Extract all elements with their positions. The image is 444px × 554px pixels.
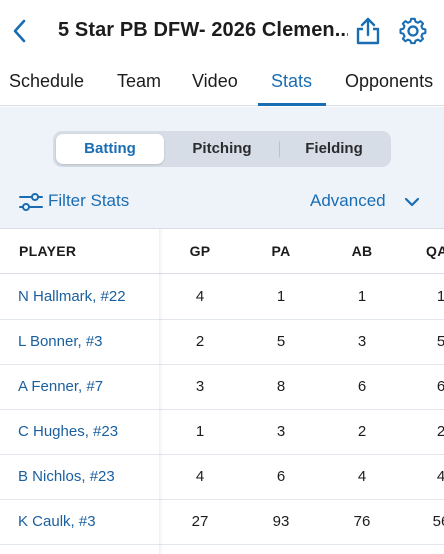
stat-pa: 3 [276,423,286,440]
stat-qa: 4 [436,468,444,485]
stats-filter-panel: Batting Pitching Fielding Filter Stats A… [0,107,444,229]
column-header-gp[interactable]: GP [189,243,211,259]
stat-ab: 3 [357,333,367,350]
table-row[interactable]: A Fenner, #7 3 8 6 6 [0,365,444,410]
table-row[interactable]: L Bonner, #3 2 5 3 5 [0,320,444,365]
player-name-link[interactable]: K Caulk, #3 [18,513,96,530]
stat-gp: 1 [195,423,205,440]
column-header-qa[interactable]: QA [426,243,444,259]
stat-gp: 4 [195,288,205,305]
advanced-dropdown[interactable]: Advanced [310,191,386,210]
stat-gp: 27 [191,513,209,530]
stat-pa: 1 [276,288,286,305]
table-row[interactable]: B Nichlos, #23 4 6 4 4 [0,455,444,500]
stat-qa: 2 [436,423,444,440]
stat-pa: 6 [276,468,286,485]
gear-icon [399,17,427,45]
tab-schedule[interactable]: Schedule [9,71,85,91]
table-row[interactable]: N Hallmark, #22 4 1 1 1 [0,275,444,320]
active-tab-indicator [258,103,326,106]
stat-gp: 2 [195,333,205,350]
table-row[interactable]: C Hughes, #23 1 3 2 2 [0,410,444,455]
stat-qa: 56 [432,513,444,530]
stat-ab: 2 [357,423,367,440]
sliders-icon[interactable] [18,191,44,213]
segment-pitching[interactable]: Pitching [192,140,252,157]
stat-gp: 3 [195,378,205,395]
stat-qa: 1 [436,288,444,305]
settings-button[interactable] [398,16,428,46]
stat-qa: 6 [436,378,444,395]
stat-pa: 5 [276,333,286,350]
stat-gp: 4 [195,468,205,485]
page-title: 5 Star PB DFW- 2026 Clemen... [58,19,348,41]
chevron-left-icon [13,19,26,43]
stat-ab: 1 [357,288,367,305]
filter-row: Filter Stats Advanced [0,187,444,217]
player-name-link[interactable]: C Hughes, #23 [18,423,119,440]
player-name-link[interactable]: A Fenner, #7 [18,378,104,395]
player-name-link[interactable]: B Nichlos, #23 [18,468,115,485]
stat-qa: 5 [436,333,444,350]
column-header-pa[interactable]: PA [271,243,291,259]
sticky-column-shadow [159,229,163,554]
segment-batting[interactable]: Batting [56,134,164,164]
stat-ab: 76 [353,513,371,530]
table-header: PLAYER GP PA AB QA [0,229,444,274]
stat-type-segmented-control: Batting Pitching Fielding [53,131,391,167]
tab-team[interactable]: Team [117,71,162,91]
stat-ab: 6 [357,378,367,395]
chevron-down-icon[interactable] [403,193,421,211]
main-tabs: Schedule Team Video Stats Opponents [0,62,444,106]
stat-pa: 93 [272,513,290,530]
share-icon [356,17,380,45]
filter-stats-button[interactable]: Filter Stats [48,191,130,210]
segment-fielding[interactable]: Fielding [305,140,363,157]
table-row[interactable]: K Caulk, #3 27 93 76 56 [0,500,444,545]
back-button[interactable] [8,15,30,47]
tab-video[interactable]: Video [192,71,238,91]
batting-stats-table: PLAYER GP PA AB QA N Hallmark, #22 4 1 1… [0,229,444,554]
tab-opponents[interactable]: Opponents [345,71,434,91]
column-header-ab[interactable]: AB [351,243,373,259]
share-button[interactable] [352,14,384,48]
tab-stats[interactable]: Stats [271,71,313,91]
stat-pa: 8 [276,378,286,395]
player-name-link[interactable]: N Hallmark, #22 [18,288,126,305]
column-header-player[interactable]: PLAYER [19,243,77,259]
segment-divider [279,141,280,157]
stat-ab: 4 [357,468,367,485]
player-name-link[interactable]: L Bonner, #3 [18,333,103,350]
top-header: 5 Star PB DFW- 2026 Clemen... [0,0,444,62]
